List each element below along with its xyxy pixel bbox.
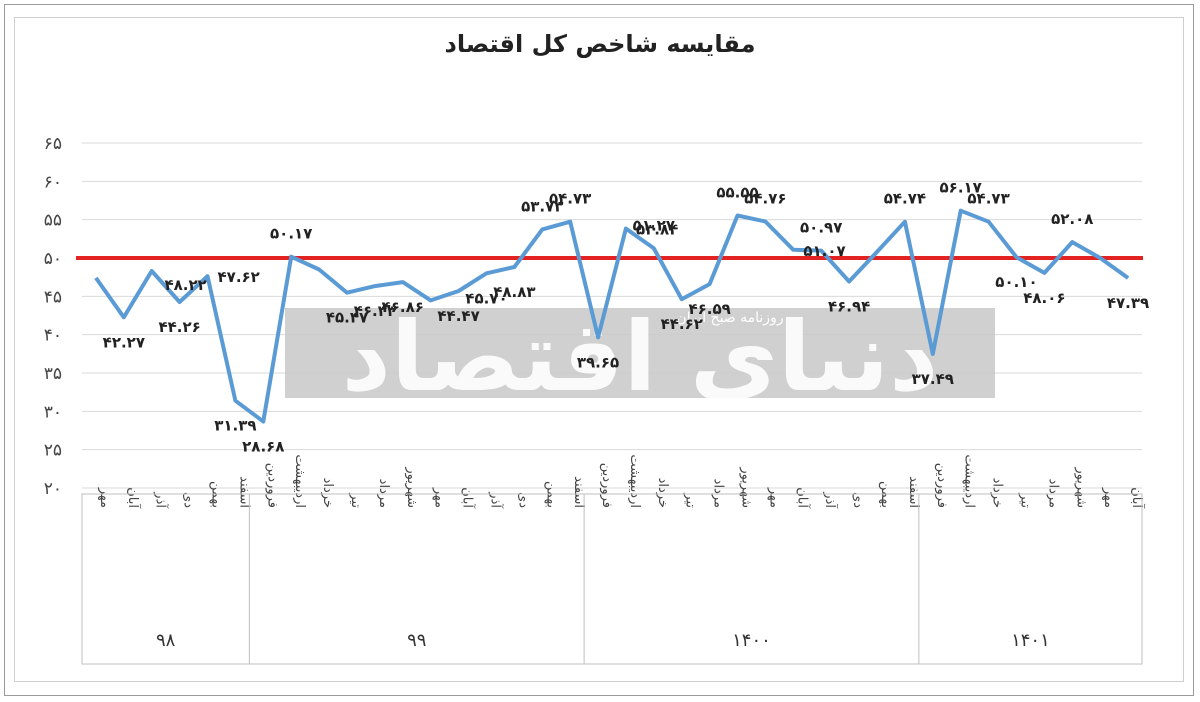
x-tick-label: اسفند [571,476,586,508]
y-tick-label: ۳۵ [44,364,62,384]
data-label: ۴۵.۴۷ [326,309,368,327]
data-label: ۵۰.۱۷ [270,225,312,243]
data-labels: ۴۲.۲۷ ۴۴.۲۶ ۴۸.۲۲ ۴۷.۶۲ ۳۱.۳۹ ۲۸.۶۸ ۵۰.۱۷ ۴۵.۴۷… [103,179,1150,456]
x-tick-label: مرداد [1045,479,1060,508]
y-tick-label: ۶۰ [44,172,62,192]
data-label: ۴۴.۲۶ [158,318,200,336]
data-label: ۴۶.۵۹ [688,300,730,318]
data-label: ۴۸.۰۶ [1023,289,1065,307]
data-label: ۴۴.۴۷ [437,307,479,325]
x-tick-label: فروردین [934,463,949,508]
y-tick-label: ۳۰ [44,402,62,422]
data-label: ۴۷.۳۹ [1107,294,1149,312]
x-tick-label: فروردین [599,463,614,508]
data-label: ۵۳.۸۴ [636,221,678,239]
data-label: ۴۶.۹۴ [828,297,870,315]
watermark-box [285,308,995,398]
data-label: ۵۰.۱۰ [995,273,1037,291]
data-label: ۴۸.۲۲ [164,276,206,294]
y-tick-label: ۵۰ [44,249,62,269]
watermark-caption: روزنامه صبح ایران [676,310,783,326]
x-group-label: ۱۴۰۰ [732,630,771,651]
x-axis-frame [81,493,1143,665]
x-tick-label: تیر [1017,492,1032,508]
data-label: ۴۸.۸۳ [493,283,535,301]
x-tick-label: آبان [1129,487,1146,509]
data-label: ۵۴.۷۳ [967,190,1009,208]
x-tick-label: شهریور [739,466,754,508]
x-tick-label: مهر [432,487,447,508]
x-tick-label: اردیبهشت [627,454,642,508]
data-label: ۵۴.۷۳ [549,190,591,208]
data-label: ۳۹.۶۵ [577,353,619,371]
data-label: ۴۶.۸۶ [382,298,424,316]
data-label: ۵۱.۲۷ [633,216,675,234]
series-line [94,208,1130,424]
data-label: ۵۵.۵۵ [716,183,758,201]
chart-title: مقایسه شاخص کل اقتصاد [444,30,756,58]
data-label: ۴۷.۶۲ [218,268,260,286]
data-label: ۵۶.۱۷ [940,179,982,197]
data-label: ۴۵.۷۰ [465,289,507,307]
watermark: روزنامه صبح ایران دنیای اقتصاد [285,301,995,413]
x-group-label: ۱۴۰۱ [1011,630,1050,651]
x-tick-label: اسفند [906,476,921,508]
x-tick-label: آبان [460,487,477,509]
x-tick-label: تیر [683,492,698,508]
x-tick-label: دی [850,492,865,508]
y-tick-label: ۴۵ [44,287,62,307]
x-tick-label: مهر [766,487,781,508]
x-axis: مهر آبان آذر دی بهمن اسفند فروردین اردیبهشت خردا… [81,454,1146,665]
data-label: ۵۳.۷۳ [521,197,563,215]
x-tick-label: مرداد [711,479,726,508]
y-tick-label: ۶۵ [44,134,62,154]
x-tick-label: مهر [1101,487,1116,508]
x-tick-label: دی [181,492,196,508]
data-label: ۳۱.۳۹ [214,417,256,435]
x-tick-label: دی [515,492,530,508]
y-tick-label: ۵۵ [44,211,62,231]
y-axis: ۶۵ ۶۰ ۵۵ ۵۰ ۴۵ ۴۰ ۳۵ ۳۰ ۲۵ ۲۰ [44,134,62,499]
x-tick-label: آذر [487,491,504,509]
x-tick-label: فروردین [264,463,279,508]
x-tick-label: اسفند [236,476,251,508]
y-tick-label: ۲۰ [44,479,62,499]
x-tick-label: خرداد [655,478,670,508]
data-label: ۵۴.۷۴ [884,190,926,208]
data-label: ۵۱.۰۷ [803,242,845,260]
x-tick-label: تیر [348,492,363,508]
y-tick-label: ۴۰ [44,326,62,346]
x-tick-label: مهر [97,487,112,508]
data-label: ۴۶.۳۳ [354,302,396,320]
x-tick-label: اردیبهشت [962,454,977,508]
x-tick-label: خرداد [320,478,335,508]
data-label: ۵۲.۰۸ [1051,210,1093,228]
x-group-label: ۹۸ [156,630,176,651]
data-label: ۲۸.۶۸ [242,437,284,455]
x-tick-label: آبان [125,487,142,509]
x-tick-label: آذر [822,491,839,509]
x-tick-label: خرداد [990,478,1005,508]
data-label: ۴۴.۶۲ [661,315,703,333]
data-label: ۵۰.۹۷ [800,219,842,237]
data-label: ۵۴.۷۶ [744,190,786,208]
x-tick-label: مرداد [376,479,391,508]
x-tick-label: آذر [153,491,170,509]
x-tick-label: شهریور [1073,466,1088,508]
x-tick-label: اردیبهشت [292,454,307,508]
watermark-logo: دنیای اقتصاد [342,301,939,413]
x-group-label: ۹۹ [407,630,426,651]
data-label: ۴۲.۲۷ [103,333,145,351]
x-tick-label: آبان [794,487,811,509]
x-tick-label: شهریور [404,466,419,508]
data-label: ۳۷.۴۹ [912,370,954,388]
y-tick-label: ۲۵ [44,441,62,461]
